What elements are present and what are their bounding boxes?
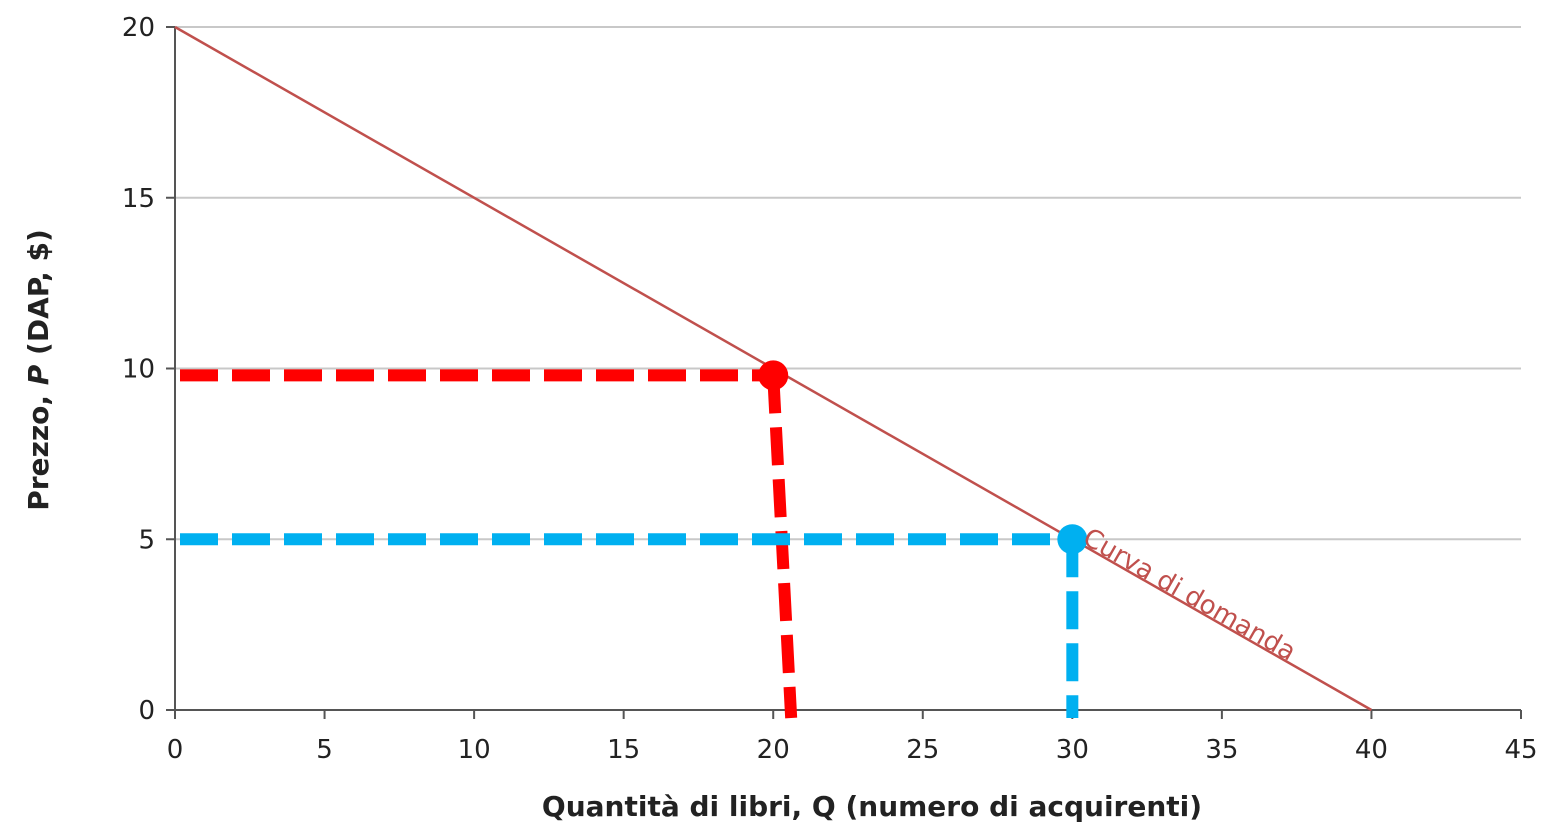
y-tick-label: 20: [122, 13, 155, 43]
demand-curve-label: Curva di domanda: [1078, 523, 1301, 668]
y-axis-title-prefix: Prezzo,: [22, 385, 55, 511]
vertical-guide-1: [767, 375, 798, 719]
y-tick-label: 5: [138, 525, 155, 555]
y-tick-label: 10: [122, 355, 155, 385]
x-tick-label: 0: [167, 735, 184, 765]
x-tick-label: 25: [906, 735, 939, 765]
x-tick-label: 45: [1504, 735, 1537, 765]
y-tick-label: 15: [122, 184, 155, 214]
x-tick-label: 30: [1056, 735, 1089, 765]
grid-lines: [175, 26, 1521, 541]
highlight-points: [758, 360, 1088, 555]
tick-labels: 0 5 10 15 20 25 30 35 40 45 0 5 10 15 20: [122, 13, 1538, 765]
y-axis-title-variable: P: [22, 364, 55, 385]
x-tick-label: 20: [757, 735, 790, 765]
x-tick-label: 15: [607, 735, 640, 765]
y-axis-title-suffix: (DAP, $): [22, 229, 55, 365]
x-axis-title: Quantità di libri, Q (numero di acquiren…: [542, 790, 1202, 823]
x-tick-label: 40: [1355, 735, 1388, 765]
x-tick-label: 10: [458, 735, 491, 765]
highlight-point-2: [1057, 524, 1088, 555]
y-axis-title: Prezzo, P (DAP, $): [22, 229, 55, 511]
guide-lines: [180, 369, 1079, 719]
y-tick-label: 0: [138, 696, 155, 726]
x-tick-label: 35: [1205, 735, 1238, 765]
highlight-point-1: [758, 360, 789, 391]
x-tick-label: 5: [316, 735, 333, 765]
